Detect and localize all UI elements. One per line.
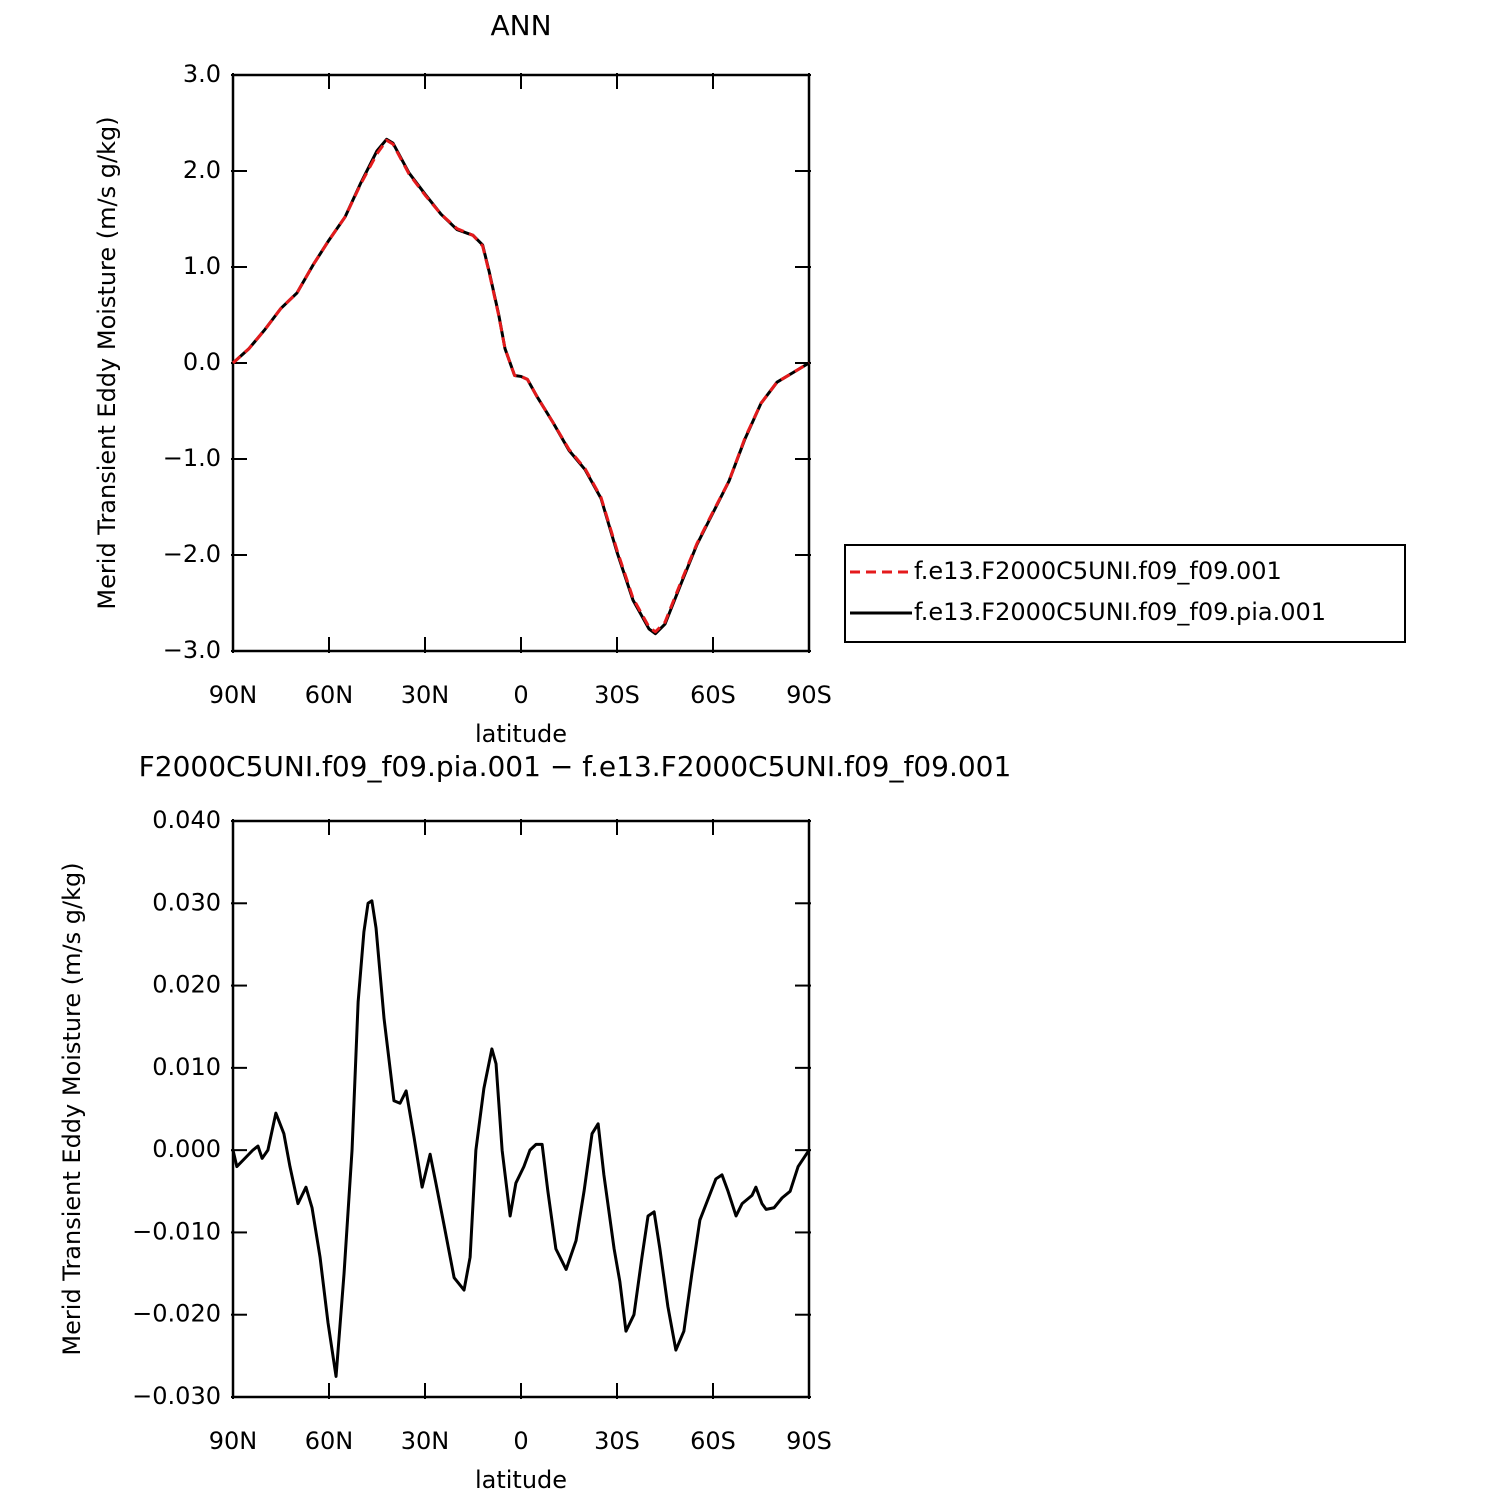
y-tick-label: −2.0 (163, 540, 221, 568)
y-axis-label: Merid Transient Eddy Moisture (m/s g/kg) (93, 116, 121, 609)
y-tick-label: 1.0 (183, 252, 221, 280)
x-tick-label: 0 (513, 1427, 528, 1455)
data-line (231, 137, 810, 636)
y-tick-label: 2.0 (183, 156, 221, 184)
x-tick-label: 60N (305, 681, 354, 709)
x-tick-label: 30N (401, 1427, 450, 1455)
x-tick-label: 30S (594, 681, 640, 709)
y-tick-label: 0.0 (183, 348, 221, 376)
y-tick-label: −3.0 (163, 636, 221, 664)
x-tick-label: 60S (690, 1427, 736, 1455)
y-tick-label: −0.020 (132, 1300, 221, 1328)
y-tick-label: −0.030 (132, 1382, 221, 1410)
x-axis-label: latitude (475, 1466, 567, 1494)
x-tick-label: 30N (401, 681, 450, 709)
x-tick-label: 0 (513, 681, 528, 709)
plot-frame (231, 73, 811, 653)
x-tick-label: 90S (786, 681, 832, 709)
x-tick-label: 90S (786, 1427, 832, 1455)
legend-label: f.e13.F2000C5UNI.f09_f09.pia.001 (914, 598, 1326, 626)
y-tick-label: 0.020 (152, 971, 221, 999)
x-tick-label: 90N (209, 681, 258, 709)
x-tick-label: 60N (305, 1427, 354, 1455)
y-tick-label: 3.0 (183, 60, 221, 88)
data-line (231, 138, 810, 634)
x-axis-label: latitude (475, 720, 567, 748)
y-tick-label: 0.000 (152, 1135, 221, 1163)
y-tick-label: 0.040 (152, 806, 221, 834)
x-tick-label: 60S (690, 681, 736, 709)
y-tick-label: 0.010 (152, 1053, 221, 1081)
y-tick-label: 0.030 (152, 888, 221, 916)
y-tick-label: −0.010 (132, 1217, 221, 1245)
y-tick-label: −1.0 (163, 444, 221, 472)
legend-box (844, 544, 1406, 643)
data-line (231, 899, 811, 1378)
x-tick-label: 30S (594, 1427, 640, 1455)
y-axis-label: Merid Transient Eddy Moisture (m/s g/kg) (58, 862, 86, 1355)
legend-label: f.e13.F2000C5UNI.f09_f09.001 (914, 557, 1282, 585)
chart-title: F2000C5UNI.f09_f09.pia.001 − f.e13.F2000… (139, 750, 1012, 783)
plot-frame (231, 819, 811, 1399)
x-tick-label: 90N (209, 1427, 258, 1455)
chart-title: ANN (490, 9, 551, 42)
